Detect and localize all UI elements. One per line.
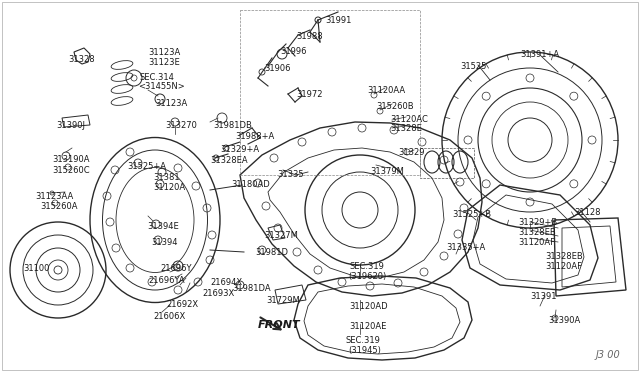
Text: 21694X: 21694X (210, 278, 242, 287)
Text: 31327M: 31327M (264, 231, 298, 240)
Text: 31525: 31525 (460, 62, 486, 71)
Text: 31123A: 31123A (148, 48, 180, 57)
Text: (31945): (31945) (348, 346, 381, 355)
Text: 31328E: 31328E (390, 124, 422, 133)
Text: SEC.319: SEC.319 (350, 262, 385, 271)
Text: 31390J: 31390J (56, 121, 85, 130)
Text: 31329+A: 31329+A (220, 145, 259, 154)
Text: 21692X: 21692X (166, 300, 198, 309)
Text: 313270: 313270 (165, 121, 197, 130)
Text: 31120AF: 31120AF (545, 262, 582, 271)
Text: 313190A: 313190A (52, 155, 90, 164)
Text: 31100: 31100 (23, 264, 49, 273)
Text: 31525+B: 31525+B (452, 210, 491, 219)
Text: 31329: 31329 (398, 148, 424, 157)
Text: 31390A: 31390A (548, 316, 580, 325)
Text: 31981DA: 31981DA (232, 284, 271, 293)
Text: 31996: 31996 (280, 47, 307, 56)
Text: 31391+A: 31391+A (520, 50, 559, 59)
Text: 31379M: 31379M (370, 167, 404, 176)
Text: 31120AA: 31120AA (367, 86, 405, 95)
Text: (319620): (319620) (348, 272, 387, 281)
Text: 31120A: 31120A (153, 183, 185, 192)
Text: 31988+A: 31988+A (235, 132, 275, 141)
Text: 31729M: 31729M (266, 296, 300, 305)
Text: 31123E: 31123E (148, 58, 180, 67)
Text: SEC.314: SEC.314 (140, 73, 175, 82)
Text: 31128: 31128 (574, 208, 600, 217)
Text: 31394E: 31394E (147, 222, 179, 231)
Text: 31328EB: 31328EB (545, 252, 583, 261)
Text: 31381: 31381 (153, 173, 180, 182)
Text: 21606X: 21606X (153, 312, 185, 321)
Text: 31328EB: 31328EB (518, 228, 556, 237)
Text: 315260C: 315260C (52, 166, 90, 175)
Text: 21693X: 21693X (202, 289, 234, 298)
Text: 31988: 31988 (296, 32, 323, 41)
Text: 31328: 31328 (68, 55, 95, 64)
Text: 31120AC: 31120AC (390, 115, 428, 124)
Text: FRONT: FRONT (258, 320, 301, 330)
Text: J3 00: J3 00 (595, 350, 620, 360)
Text: 31972: 31972 (296, 90, 323, 99)
Text: 21696Y: 21696Y (160, 264, 191, 273)
Text: 31391: 31391 (530, 292, 557, 301)
Text: 21696YA: 21696YA (148, 276, 184, 285)
Text: 31525+A: 31525+A (127, 162, 166, 171)
Text: 31123A: 31123A (155, 99, 188, 108)
Text: 31335+A: 31335+A (446, 243, 485, 252)
Text: 31981DB: 31981DB (213, 121, 252, 130)
Text: 31123AA: 31123AA (35, 192, 73, 201)
Text: 31329+B: 31329+B (518, 218, 557, 227)
Text: <31455N>: <31455N> (138, 82, 185, 91)
Text: 31180AD: 31180AD (231, 180, 269, 189)
Text: 315260B: 315260B (376, 102, 413, 111)
Text: 31120AF: 31120AF (518, 238, 555, 247)
Text: 31906: 31906 (264, 64, 291, 73)
Text: 31335: 31335 (277, 170, 303, 179)
Text: 31328EA: 31328EA (210, 156, 248, 165)
Text: SEC.319: SEC.319 (345, 336, 380, 345)
Text: 31120AD: 31120AD (349, 302, 388, 311)
Text: 31120AE: 31120AE (349, 322, 387, 331)
Text: 31981D: 31981D (255, 248, 288, 257)
Text: 31991: 31991 (325, 16, 351, 25)
Text: 31394: 31394 (151, 238, 177, 247)
Text: 315260A: 315260A (40, 202, 77, 211)
